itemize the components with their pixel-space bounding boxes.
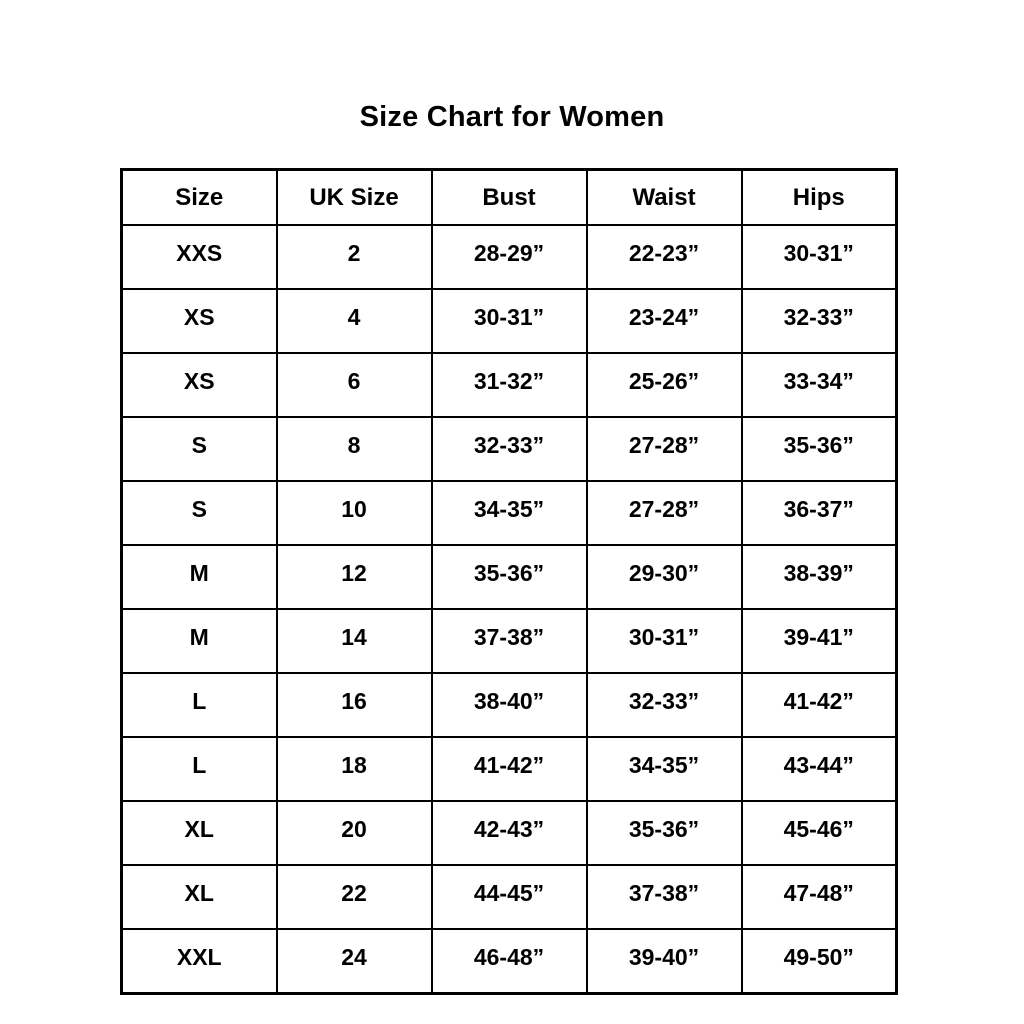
table-row: M 12 35-36” 29-30” 38-39”: [120, 544, 898, 610]
table-cell: 20: [275, 800, 433, 866]
table-cell: 49-50”: [740, 928, 898, 995]
table-cell: 2: [275, 224, 433, 290]
table-cell: 35-36”: [740, 416, 898, 482]
table-cell: 10: [275, 480, 433, 546]
table-cell: L: [120, 672, 278, 738]
table-cell: L: [120, 736, 278, 802]
table-cell: 38-40”: [430, 672, 588, 738]
table-cell: M: [120, 608, 278, 674]
table-cell: 12: [275, 544, 433, 610]
table-cell: 34-35”: [585, 736, 743, 802]
table-cell: XL: [120, 864, 278, 930]
table-cell: 30-31”: [430, 288, 588, 354]
table-cell: 31-32”: [430, 352, 588, 418]
table-cell: 27-28”: [585, 416, 743, 482]
table-cell: 22: [275, 864, 433, 930]
table-cell: XS: [120, 352, 278, 418]
table-cell: 43-44”: [740, 736, 898, 802]
table-cell: XXS: [120, 224, 278, 290]
table-cell: 28-29”: [430, 224, 588, 290]
table-cell: 38-39”: [740, 544, 898, 610]
column-header: Waist: [585, 168, 743, 226]
table-row: XXS 2 28-29” 22-23” 30-31”: [120, 224, 898, 290]
table-cell: 35-36”: [430, 544, 588, 610]
table-cell: S: [120, 416, 278, 482]
table-cell: 39-40”: [585, 928, 743, 995]
table-cell: 30-31”: [740, 224, 898, 290]
table-row: M 14 37-38” 30-31” 39-41”: [120, 608, 898, 674]
table-cell: 16: [275, 672, 433, 738]
size-chart-table: Size UK Size Bust Waist Hips XXS 2 28-29” 22-23…: [120, 168, 898, 995]
table-cell: 32-33”: [740, 288, 898, 354]
table-row: L 18 41-42” 34-35” 43-44”: [120, 736, 898, 802]
table-cell: 22-23”: [585, 224, 743, 290]
table-cell: 24: [275, 928, 433, 995]
table-header: Size UK Size Bust Waist Hips: [120, 168, 898, 226]
table-cell: 18: [275, 736, 433, 802]
table-row: L 16 38-40” 32-33” 41-42”: [120, 672, 898, 738]
table-cell: 36-37”: [740, 480, 898, 546]
table-cell: XXL: [120, 928, 278, 995]
table-cell: 44-45”: [430, 864, 588, 930]
table-cell: 29-30”: [585, 544, 743, 610]
table-row: XS 4 30-31” 23-24” 32-33”: [120, 288, 898, 354]
table-cell: 14: [275, 608, 433, 674]
table-cell: XL: [120, 800, 278, 866]
table-body: XXS 2 28-29” 22-23” 30-31” XS 4 30-31” 23-24” 32-…: [120, 224, 898, 995]
column-header: Bust: [430, 168, 588, 226]
table-cell: M: [120, 544, 278, 610]
table-row: XXL 24 46-48” 39-40” 49-50”: [120, 928, 898, 995]
page-title: Size Chart for Women: [359, 101, 665, 133]
table-cell: 25-26”: [585, 352, 743, 418]
table-cell: 46-48”: [430, 928, 588, 995]
table-row: S 10 34-35” 27-28” 36-37”: [120, 480, 898, 546]
table-row: XL 20 42-43” 35-36” 45-46”: [120, 800, 898, 866]
column-header: Hips: [740, 168, 898, 226]
table-row: XL 22 44-45” 37-38” 47-48”: [120, 864, 898, 930]
table-cell: S: [120, 480, 278, 546]
table-cell: 37-38”: [430, 608, 588, 674]
table-cell: XS: [120, 288, 278, 354]
column-header: UK Size: [275, 168, 433, 226]
table-cell: 32-33”: [430, 416, 588, 482]
table-cell: 4: [275, 288, 433, 354]
table-row: S 8 32-33” 27-28” 35-36”: [120, 416, 898, 482]
table-cell: 41-42”: [740, 672, 898, 738]
table-cell: 8: [275, 416, 433, 482]
table-cell: 39-41”: [740, 608, 898, 674]
table-cell: 47-48”: [740, 864, 898, 930]
table-row: XS 6 31-32” 25-26” 33-34”: [120, 352, 898, 418]
table-cell: 33-34”: [740, 352, 898, 418]
table-cell: 35-36”: [585, 800, 743, 866]
table-cell: 41-42”: [430, 736, 588, 802]
column-header: Size: [120, 168, 278, 226]
table-cell: 45-46”: [740, 800, 898, 866]
table-cell: 6: [275, 352, 433, 418]
table-cell: 30-31”: [585, 608, 743, 674]
table-cell: 42-43”: [430, 800, 588, 866]
table-cell: 37-38”: [585, 864, 743, 930]
table-cell: 32-33”: [585, 672, 743, 738]
table-cell: 23-24”: [585, 288, 743, 354]
table-cell: 34-35”: [430, 480, 588, 546]
table-cell: 27-28”: [585, 480, 743, 546]
table-header-row: Size UK Size Bust Waist Hips: [120, 168, 898, 226]
